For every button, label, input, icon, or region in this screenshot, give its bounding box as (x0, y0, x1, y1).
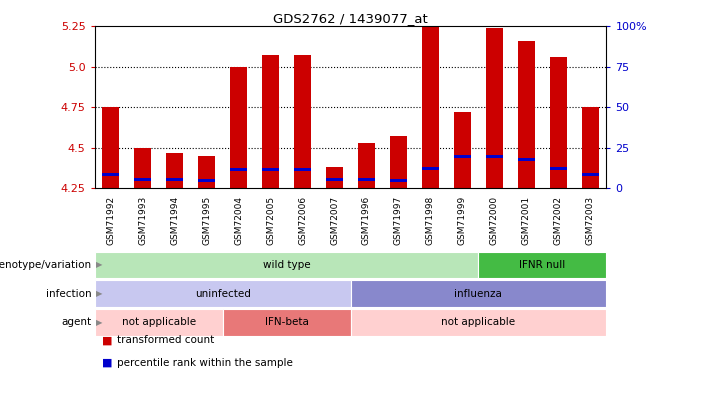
Text: not applicable: not applicable (121, 318, 196, 327)
Bar (134, 178, 151, 181)
Bar (294, 55, 311, 188)
Text: wild type: wild type (263, 260, 311, 270)
Text: influenza: influenza (454, 289, 503, 298)
Bar (454, 112, 471, 188)
Text: IFN-beta: IFN-beta (264, 318, 308, 327)
Bar (454, 155, 471, 158)
Bar (102, 107, 119, 188)
Bar (261, 168, 279, 171)
Bar (517, 158, 535, 161)
Bar (478, 252, 606, 278)
Bar (198, 156, 215, 188)
Bar (358, 178, 375, 181)
Bar (95, 252, 478, 278)
Bar (390, 136, 407, 188)
Bar (350, 280, 606, 307)
Bar (486, 28, 503, 188)
Title: GDS2762 / 1439077_at: GDS2762 / 1439077_at (273, 12, 428, 25)
Bar (582, 107, 599, 188)
Text: agent: agent (61, 318, 91, 327)
Bar (230, 67, 247, 188)
Bar (390, 179, 407, 182)
Bar (95, 309, 223, 336)
Bar (486, 155, 503, 158)
Bar (261, 55, 279, 188)
Bar (95, 280, 350, 307)
Bar (134, 148, 151, 188)
Bar (102, 173, 119, 176)
Bar (294, 168, 311, 171)
Text: ■: ■ (102, 335, 112, 345)
Text: uninfected: uninfected (195, 289, 250, 298)
Text: IFNR null: IFNR null (519, 260, 566, 270)
Bar (550, 166, 567, 170)
Bar (358, 143, 375, 188)
Bar (198, 179, 215, 182)
Text: ▶: ▶ (96, 318, 102, 327)
Bar (326, 167, 343, 188)
Bar (223, 309, 350, 336)
Text: ■: ■ (102, 358, 112, 368)
Text: transformed count: transformed count (117, 335, 215, 345)
Text: percentile rank within the sample: percentile rank within the sample (117, 358, 293, 368)
Bar (517, 41, 535, 188)
Bar (422, 26, 440, 188)
Bar (550, 57, 567, 188)
Bar (166, 153, 184, 188)
Text: genotype/variation: genotype/variation (0, 260, 91, 270)
Text: ▶: ▶ (96, 289, 102, 298)
Bar (422, 167, 440, 171)
Bar (326, 178, 343, 181)
Text: infection: infection (46, 289, 91, 298)
Bar (582, 173, 599, 176)
Text: ▶: ▶ (96, 260, 102, 269)
Bar (350, 309, 606, 336)
Text: not applicable: not applicable (442, 318, 515, 327)
Bar (166, 178, 184, 181)
Bar (230, 168, 247, 171)
